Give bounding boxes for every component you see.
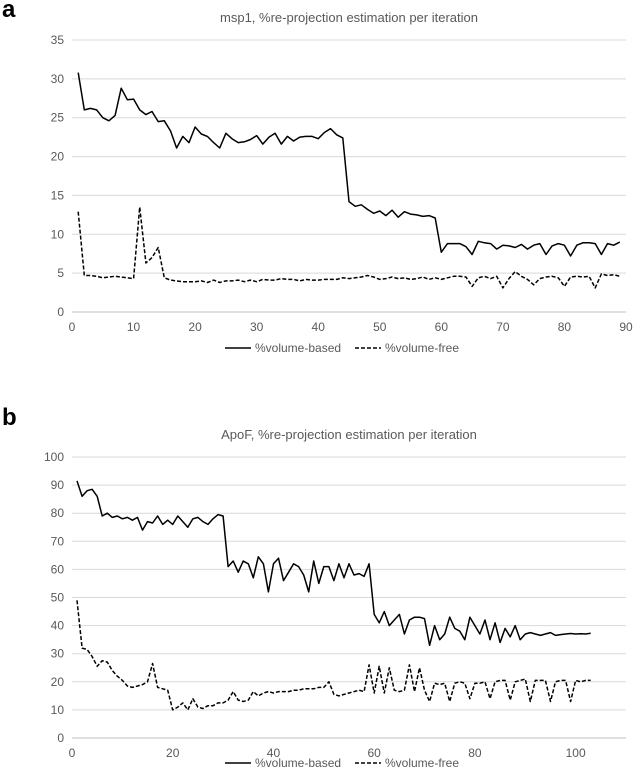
- series-line-volume-based: [77, 72, 621, 257]
- y-tick-label: 5: [57, 266, 64, 280]
- y-tick-label: 90: [51, 478, 65, 492]
- panel-label-b: b: [2, 404, 17, 431]
- y-tick-label: 25: [51, 111, 65, 125]
- y-tick-label: 10: [51, 703, 65, 717]
- legend-label: %volume-based: [255, 756, 341, 770]
- y-tick-label: 30: [51, 72, 65, 86]
- x-tick-label: 70: [496, 320, 510, 334]
- series-line-volume-free: [76, 600, 591, 711]
- y-tick-label: 20: [51, 675, 65, 689]
- y-tick-label: 15: [51, 188, 65, 202]
- x-tick-label: 10: [127, 320, 141, 334]
- x-tick-label: 60: [368, 746, 382, 760]
- legend-label: %volume-based: [255, 341, 341, 355]
- x-tick-label: 30: [250, 320, 264, 334]
- chart-title: msp1, %re-projection estimation per iter…: [220, 10, 478, 25]
- x-tick-label: 100: [566, 746, 586, 760]
- x-tick-label: 40: [312, 320, 326, 334]
- series-line-volume-based: [76, 480, 591, 647]
- legend-label: %volume-free: [385, 341, 459, 355]
- y-tick-label: 10: [51, 227, 65, 241]
- x-tick-label: 50: [373, 320, 387, 334]
- y-tick-label: 50: [51, 591, 65, 605]
- panel-label-a: a: [2, 0, 16, 23]
- x-tick-label: 60: [435, 320, 449, 334]
- y-tick-label: 35: [51, 33, 65, 47]
- x-tick-label: 80: [558, 320, 572, 334]
- x-tick-label: 90: [619, 320, 633, 334]
- x-tick-label: 40: [267, 746, 281, 760]
- chart-apof: ApoF, %re-projection estimation per iter…: [44, 427, 626, 770]
- y-tick-label: 0: [57, 305, 64, 319]
- y-tick-label: 60: [51, 562, 65, 576]
- x-tick-label: 0: [69, 746, 76, 760]
- y-tick-label: 80: [51, 506, 65, 520]
- x-tick-label: 20: [188, 320, 202, 334]
- chart-msp1: msp1, %re-projection estimation per iter…: [51, 10, 633, 355]
- y-tick-label: 40: [51, 619, 65, 633]
- x-tick-label: 0: [69, 320, 76, 334]
- y-tick-label: 100: [44, 450, 64, 464]
- x-tick-label: 80: [468, 746, 482, 760]
- chart-title: ApoF, %re-projection estimation per iter…: [221, 427, 477, 442]
- series-line-volume-free: [77, 206, 620, 289]
- y-tick-label: 20: [51, 150, 65, 164]
- legend-label: %volume-free: [385, 756, 459, 770]
- x-tick-label: 20: [166, 746, 180, 760]
- y-tick-label: 70: [51, 534, 65, 548]
- y-tick-label: 30: [51, 647, 65, 661]
- y-tick-label: 0: [57, 731, 64, 745]
